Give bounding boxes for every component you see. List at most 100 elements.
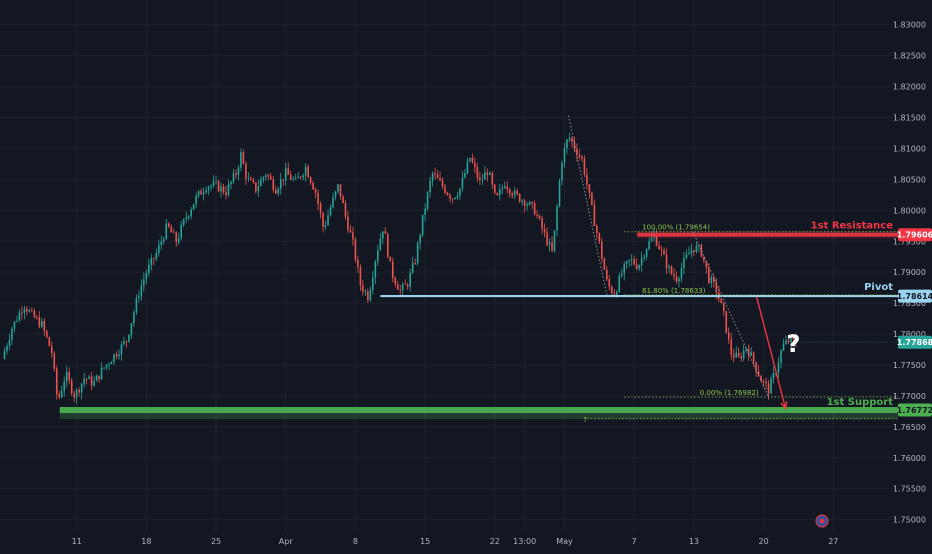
candle-up [431,173,434,181]
candle-up [190,209,192,216]
candle-down [583,158,586,175]
candle-down [451,198,454,200]
candle-down [491,173,494,185]
candle-down [53,353,56,369]
candle-down [153,258,155,259]
level-label: Pivot [864,282,893,293]
candle-down [670,266,673,274]
candle-down [359,267,362,286]
candle-down [50,346,53,354]
candle-up [197,190,200,196]
time-axis[interactable]: 11 18 25 Apr 8 15 22 13:00 May 7 13 20 27 [72,537,839,546]
y-tick-label: 1.79000 [893,268,926,277]
candle-down [434,173,436,175]
candle-up [643,256,645,258]
candle-up [18,312,21,321]
candle-up [553,230,556,251]
candle-down [586,174,588,185]
candle-down [55,368,58,394]
candle-up [13,321,16,329]
candle-down [342,196,344,204]
candle-down [705,260,708,268]
candle-up [526,204,528,206]
candle-up [615,291,618,297]
candle-up [548,242,551,245]
candle-down [511,193,514,196]
candle-down [58,393,61,398]
candle-up [41,320,43,327]
candle-down [255,182,257,192]
candle-up [65,372,68,382]
candle-up [382,231,384,239]
candle-up [630,259,633,260]
fib-label: 100.00% (1.79654) [642,224,710,232]
candle-up [426,192,429,209]
level-label: 1st Support [827,397,894,408]
candle-down [38,317,41,327]
candle-down [270,176,272,180]
candle-up [138,296,140,299]
candle-down [476,167,479,178]
candle-down [693,250,695,253]
candle-up [742,350,745,359]
candle-up [140,285,143,297]
candle-down [354,239,357,261]
candle-up [257,186,260,192]
candle-down [287,168,290,175]
candle-up [8,339,11,346]
candle-up [212,181,215,186]
fib-label: 61.80% (1.78633) [642,287,706,295]
support-band [59,407,898,414]
x-tick-label: 13:00 [513,537,536,546]
candle-up [409,272,411,287]
candle-up [780,350,782,363]
candle-down [404,284,406,285]
candle-down [349,230,352,233]
price-tag [898,228,932,242]
candle-up [623,264,626,274]
y-tick-label: 1.79500 [893,237,926,246]
candle-up [484,172,486,180]
price-tag-label: 1.79606 [897,231,932,240]
candle-up [745,348,747,351]
candle-up [11,328,13,340]
candle-down [700,245,703,257]
candle-up [165,223,168,240]
candle-up [279,179,282,189]
candle-up [620,273,623,276]
candle-up [6,345,8,352]
candle-up [105,364,108,368]
candle-down [765,381,767,384]
y-tick-label: 1.78000 [893,330,926,339]
candle-down [384,231,387,234]
candle-up [284,168,287,181]
candle-up [785,340,787,344]
candle-up [466,161,469,174]
candle-up [297,176,299,179]
x-tick-label: 15 [420,537,430,546]
candle-up [521,200,523,202]
candle-up [750,352,752,356]
candle-down [518,193,521,202]
candle-up [180,224,182,238]
candle-up [95,375,98,382]
candle-down [396,284,399,290]
candle-down [274,189,277,194]
candle-down [36,317,38,319]
y-tick-label: 1.82500 [893,52,926,61]
candle-up [501,187,504,190]
candle-down [175,232,178,243]
price-axis[interactable]: 1.83000 1.82500 1.82000 1.81500 1.81000 1.805… [893,21,926,525]
candle-up [215,181,217,182]
candle-up [364,291,367,293]
candle-down [713,277,715,283]
candle-down [449,194,451,199]
candle-down [737,352,740,357]
candle-down [399,289,402,291]
tradingview-logo[interactable] [815,514,829,528]
price-tag-label: 1.78614 [897,292,932,301]
candle-up [628,259,630,262]
